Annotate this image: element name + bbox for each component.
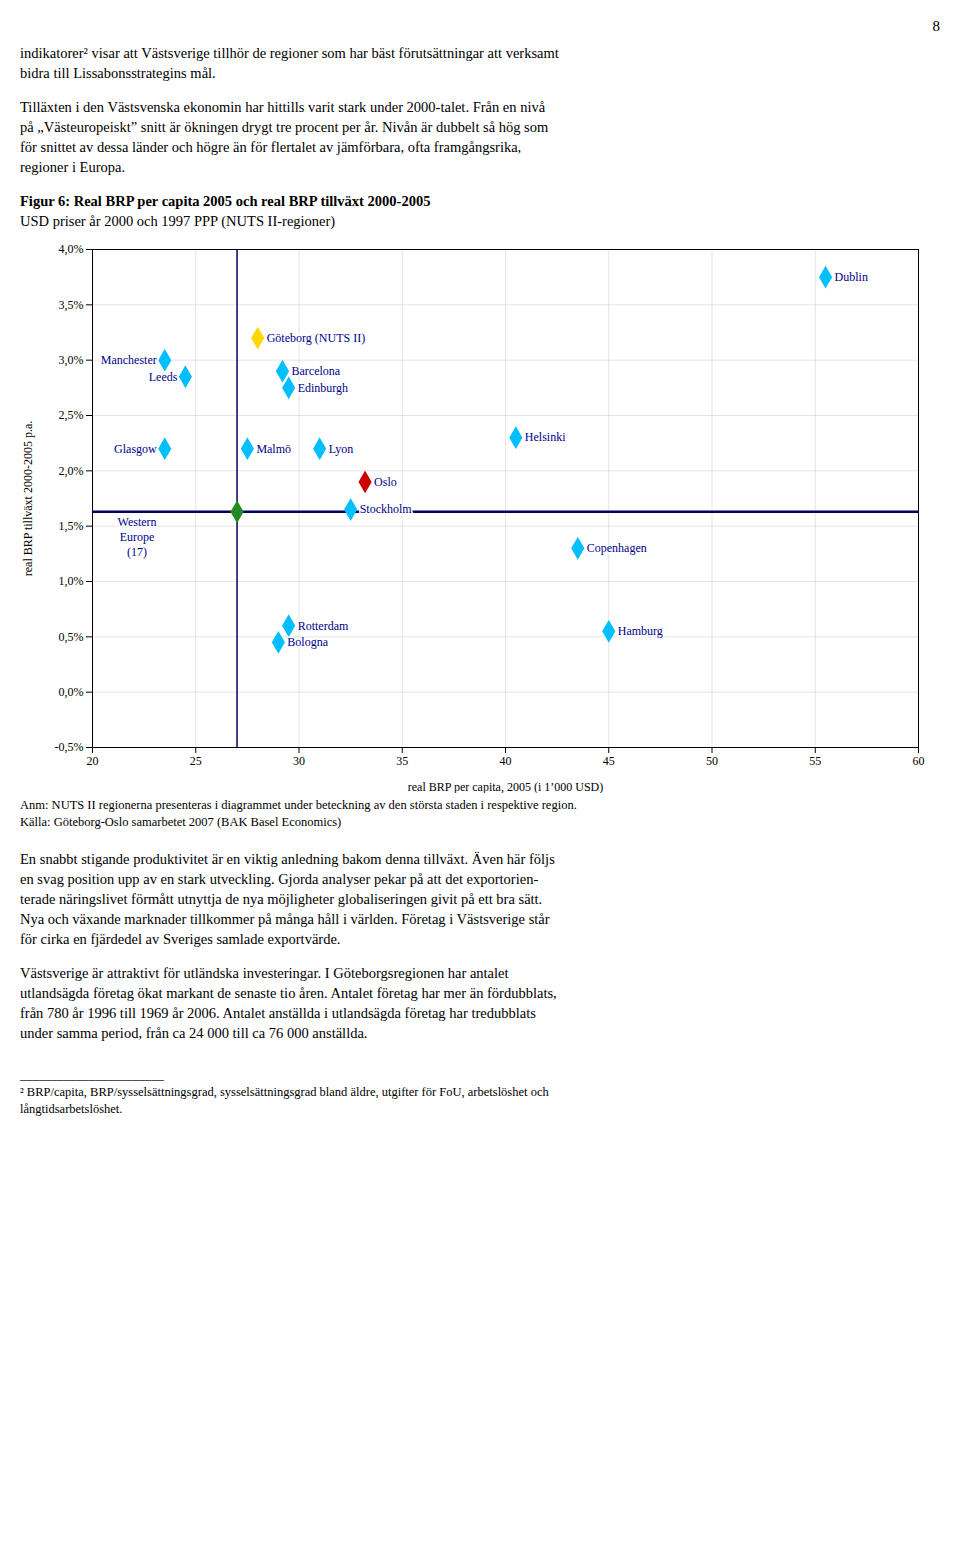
svg-text:Leeds: Leeds [149, 370, 178, 384]
html-text:under samma period, från ca 24: under samma period, från ca 24 000 till … [20, 1025, 368, 1041]
svg-text:40: 40 [500, 754, 512, 768]
svg-text:55: 55 [809, 754, 821, 768]
svg-text:25: 25 [190, 754, 202, 768]
svg-text:Hamburg: Hamburg [618, 624, 663, 638]
svg-text:Bologna: Bologna [287, 635, 328, 649]
svg-text:Copenhagen: Copenhagen [587, 541, 647, 555]
svg-text:Göteborg (NUTS II): Göteborg (NUTS II) [267, 331, 365, 345]
svg-text:Stockholm: Stockholm [360, 502, 413, 516]
html-text:från 780 år 1996 till 1969 år: från 780 år 1996 till 1969 år 2006. Anta… [20, 1005, 536, 1021]
svg-text:50: 50 [706, 754, 718, 768]
html-text:² BRP/capita, BRP/sysselsättni: ² BRP/capita, BRP/sysselsättningsgrad, s… [20, 1085, 549, 1099]
html-text:8: 8 [932, 18, 940, 34]
html-text:En snabbt stigande produktivit: En snabbt stigande produktivitet är en v… [20, 851, 555, 867]
html-text:USD priser år 2000 och 1997 PP: USD priser år 2000 och 1997 PPP (NUTS II… [20, 213, 336, 229]
svg-text:3,0%: 3,0% [59, 353, 84, 367]
html-text:bidra till Lissabonsstrategins: bidra till Lissabonsstrategins mål. [20, 65, 216, 81]
svg-text:Manchester: Manchester [101, 353, 157, 367]
svg-text:Rotterdam: Rotterdam [298, 619, 349, 633]
svg-text:WesternEurope(17): WesternEurope(17) [118, 515, 157, 559]
svg-text:30: 30 [293, 754, 305, 768]
svg-text:Glasgow: Glasgow [114, 442, 157, 456]
svg-text:-0,5%: -0,5% [55, 740, 84, 754]
svg-text:3,5%: 3,5% [59, 298, 84, 312]
html-text:en svag position upp av en sta: en svag position upp av en stark utveckl… [20, 871, 539, 887]
svg-text:Oslo: Oslo [374, 475, 397, 489]
svg-text:60: 60 [913, 754, 925, 768]
svg-text:35: 35 [396, 754, 408, 768]
html-text:Tilläxten i den Västsvenska ek: Tilläxten i den Västsvenska ekonomin har… [20, 99, 546, 115]
html-text:utlandsägda företag ökat marka: utlandsägda företag ökat markant de sena… [20, 985, 557, 1001]
html-text:Anm: NUTS II regionerna presen: Anm: NUTS II regionerna presenteras i di… [20, 798, 577, 812]
svg-text:2,5%: 2,5% [59, 408, 84, 422]
html-text:regioner i Europa.: regioner i Europa. [20, 159, 126, 175]
svg-text:Barcelona: Barcelona [291, 364, 340, 378]
svg-text:20: 20 [87, 754, 99, 768]
svg-text:45: 45 [603, 754, 615, 768]
html-text:Västsverige är attraktivt för: Västsverige är attraktivt för utländska … [20, 965, 509, 981]
svg-text:2,0%: 2,0% [59, 464, 84, 478]
html-text:Källa: Göteborg-Oslo samarbete: Källa: Göteborg-Oslo samarbetet 2007 (BA… [20, 815, 342, 829]
svg-text:4,0%: 4,0% [59, 242, 84, 256]
html-text:Figur 6: Real BRP per capita 2: Figur 6: Real BRP per capita 2005 och re… [20, 193, 431, 209]
svg-text:0,5%: 0,5% [59, 630, 84, 644]
html-text:för snittet av dessa länder oc: för snittet av dessa länder och högre än… [20, 139, 522, 155]
svg-text:1,0%: 1,0% [59, 574, 84, 588]
html-text:terade näringslivet förmått ut: terade näringslivet förmått utnyttja de … [20, 891, 543, 907]
svg-text:real BRP per capita, 2005 (i 1: real BRP per capita, 2005 (i 1’000 USD) [408, 780, 604, 794]
svg-text:Dublin: Dublin [835, 270, 868, 284]
svg-text:Helsinki: Helsinki [525, 430, 566, 444]
html-text:på „Västeuropeiskt” snitt är ö: på „Västeuropeiskt” snitt är ökningen dr… [20, 119, 549, 135]
svg-text:0,0%: 0,0% [59, 685, 84, 699]
html-text:för cirka en fjärdedel av Sver: för cirka en fjärdedel av Sveriges samla… [20, 931, 341, 947]
svg-text:Lyon: Lyon [329, 442, 354, 456]
svg-text:real BRP tillväxt 2000-2005 p.: real BRP tillväxt 2000-2005 p.a. [21, 421, 35, 577]
svg-text:1,5%: 1,5% [59, 519, 84, 533]
svg-text:Edinburgh: Edinburgh [298, 381, 348, 395]
svg-text:Malmö: Malmö [256, 442, 291, 456]
html-text:Nya och växande marknader till: Nya och växande marknader tillkommer på … [20, 911, 550, 927]
html-text:indikatorer² visar att Västsve: indikatorer² visar att Västsverige tillh… [20, 45, 559, 61]
html-text:långtidsarbetslöshet.: långtidsarbetslöshet. [20, 1102, 123, 1116]
